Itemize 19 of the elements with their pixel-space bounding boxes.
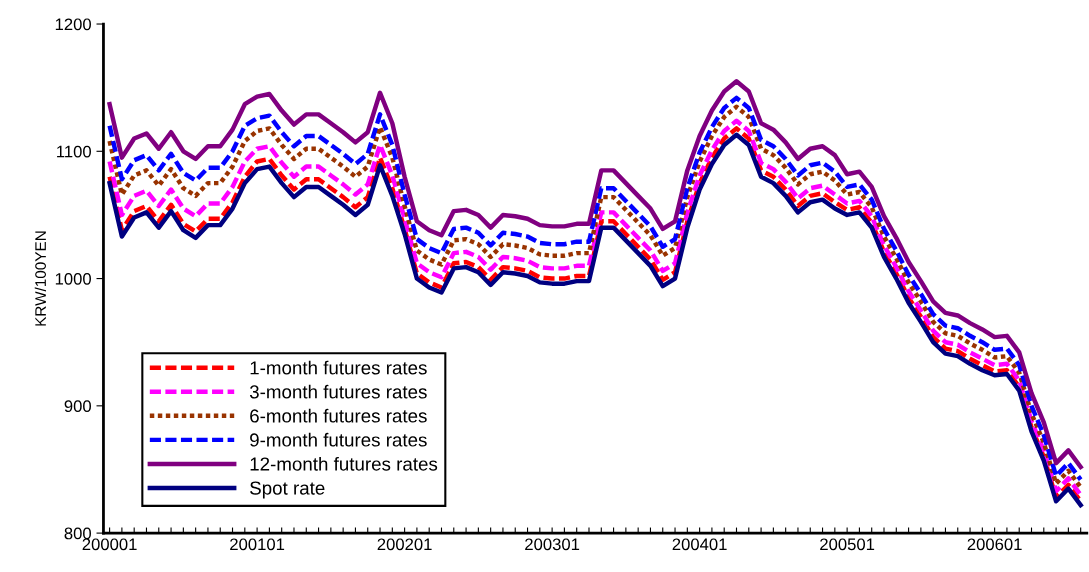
legend-label: 1-month futures rates (250, 360, 427, 375)
y-tick-label: 900 (64, 400, 91, 413)
legend-label: Spot rate (250, 481, 325, 499)
x-tick-label: 200101 (230, 538, 285, 551)
y-tick-label: 1000 (55, 272, 91, 285)
x-tick-label: 200501 (820, 538, 875, 551)
y-tick-label: 1100 (57, 145, 91, 158)
x-tick-label: 200201 (377, 538, 432, 551)
x-tick-label: 200301 (525, 538, 580, 551)
legend-label: 3-month futures rates (249, 384, 427, 399)
legend-label: 12-month futures rates (250, 456, 438, 471)
y-tick-label: 800 (64, 527, 91, 540)
legend-label: 9-month futures rates (250, 432, 427, 447)
y-tick-label: 1200 (55, 18, 91, 31)
legend-label: 6-month futures rates (250, 408, 427, 423)
y-axis-title: KRW/100YEN (34, 231, 46, 326)
x-tick-label: 200401 (672, 538, 727, 551)
x-tick-label: 200601 (967, 538, 1022, 551)
x-tick-label: 200001 (82, 538, 137, 551)
